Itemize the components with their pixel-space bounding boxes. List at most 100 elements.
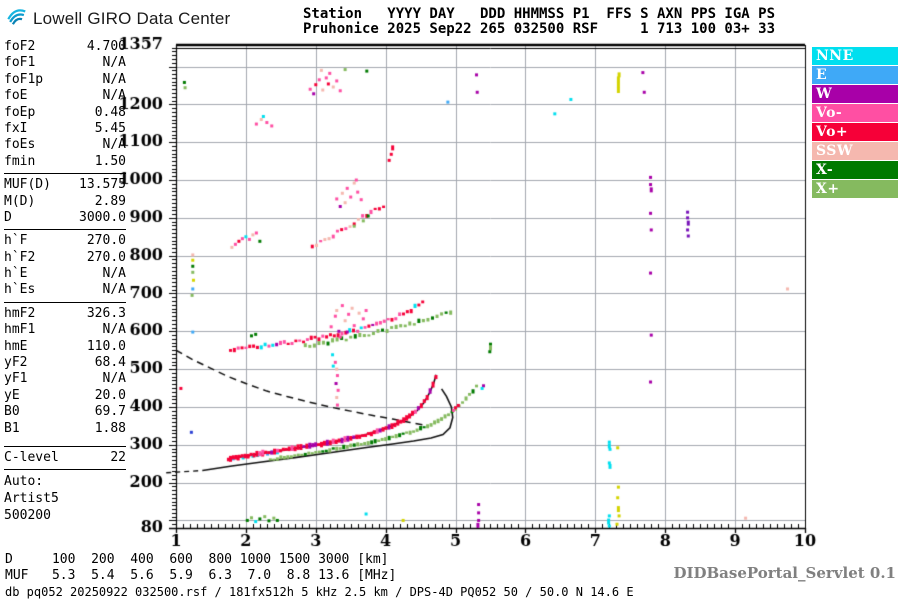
- param-value: 270.0: [86, 233, 126, 249]
- param-label: hmE: [4, 338, 28, 354]
- param-row: B0 69.7: [4, 404, 126, 420]
- param-row: C-level 22: [4, 450, 126, 466]
- param-divider: [4, 445, 126, 447]
- autoscaling-info: Auto: Artist5 500200: [4, 473, 126, 524]
- param-value: 270.0: [86, 249, 126, 265]
- param-label: B1: [4, 420, 20, 436]
- param-label: D: [4, 209, 12, 225]
- param-row: hmF1 N/A: [4, 322, 126, 338]
- param-label: fxI: [4, 120, 28, 136]
- legend-item-nne: NNE: [812, 47, 898, 65]
- page-title: Lowell GIRO Data Center: [33, 8, 231, 28]
- param-row: foF2 4.700: [4, 39, 126, 55]
- muf-row: MUF 5.3 5.4 5.6 5.9 6.3 7.0 8.8 13.6 [MH…: [5, 567, 397, 583]
- param-row: foEs N/A: [4, 137, 126, 153]
- param-row: yF2 68.4: [4, 355, 126, 371]
- param-label: M(D): [4, 193, 36, 209]
- servlet-version: DIDBasePortal_Servlet 0.1: [673, 564, 896, 582]
- param-value: N/A: [102, 71, 126, 87]
- param-label: h`E: [4, 266, 28, 282]
- param-value: 1.88: [94, 420, 126, 436]
- param-label: hmF2: [4, 305, 36, 321]
- param-value: N/A: [102, 137, 126, 153]
- autoscaling-line: Artist5: [4, 491, 59, 507]
- station-header-columns: Station YYYY DAY DDD HHMMSS P1 FFS S AXN…: [303, 6, 776, 22]
- param-label: foF1: [4, 55, 36, 71]
- param-value: 2.89: [94, 193, 126, 209]
- echo-direction-legend: NNE E W Vo- Vo+ SSW X- X+: [812, 47, 898, 199]
- autoscaling-line: Auto:: [4, 474, 44, 490]
- param-row: yF1 N/A: [4, 371, 126, 387]
- param-row: MUF(D) 13.575: [4, 177, 126, 193]
- param-label: yE: [4, 387, 20, 403]
- param-label: foEp: [4, 104, 36, 120]
- param-value: N/A: [102, 55, 126, 71]
- legend-item-w: W: [812, 85, 898, 103]
- param-divider: [4, 301, 126, 303]
- param-row: h`F 270.0: [4, 233, 126, 249]
- param-value: 22: [110, 449, 126, 465]
- param-value: 20.0: [94, 387, 126, 403]
- param-label: yF2: [4, 355, 28, 371]
- param-value: 69.7: [94, 404, 126, 420]
- giro-wave-logo-icon: [6, 5, 28, 32]
- param-label: C-level: [4, 449, 59, 465]
- d-muf-table: D 100 200 400 600 800 1000 1500 3000 [km…: [5, 552, 396, 583]
- station-header: Station YYYY DAY DDD HHMMSS P1 FFS S AXN…: [303, 7, 775, 37]
- param-row: foEp 0.48: [4, 105, 126, 121]
- param-row: yE 20.0: [4, 388, 126, 404]
- param-row: h`E N/A: [4, 266, 126, 282]
- param-row: B1 1.88: [4, 421, 126, 437]
- legend-item-x: X-: [812, 161, 898, 179]
- status-line: db pq052 20250922 032500.rsf / 181fx512h…: [5, 585, 634, 599]
- param-value: N/A: [102, 88, 126, 104]
- legend-item-vo: Vo-: [812, 104, 898, 122]
- param-label: foE: [4, 88, 28, 104]
- param-row: h`F2 270.0: [4, 250, 126, 266]
- param-label: h`Es: [4, 282, 36, 298]
- param-row: foF1 N/A: [4, 55, 126, 71]
- station-header-values: Pruhonice 2025 Sep22 265 032500 RSF 1 71…: [303, 21, 776, 37]
- param-value: 1.50: [94, 153, 126, 169]
- param-row: fxI 5.45: [4, 121, 126, 137]
- param-value: N/A: [102, 266, 126, 282]
- param-value: 13.575: [79, 177, 126, 193]
- legend-item-e: E: [812, 66, 898, 84]
- param-label: hmF1: [4, 322, 36, 338]
- param-row: fmin 1.50: [4, 154, 126, 170]
- param-row: M(D) 2.89: [4, 194, 126, 210]
- param-label: foF1p: [4, 71, 44, 87]
- param-divider: [4, 173, 126, 175]
- param-row: foF1p N/A: [4, 72, 126, 88]
- param-label: B0: [4, 404, 20, 420]
- param-value: 68.4: [94, 355, 126, 371]
- param-value: 3000.0: [79, 209, 126, 225]
- branding: Lowell GIRO Data Center: [6, 5, 230, 32]
- param-label: h`F: [4, 233, 28, 249]
- param-value: 4.700: [86, 39, 126, 54]
- param-label: foEs: [4, 137, 36, 153]
- legend-item-x: X+: [812, 180, 898, 198]
- legend-item-ssw: SSW: [812, 142, 898, 160]
- param-divider: [4, 469, 126, 471]
- param-row: hmF2 326.3: [4, 306, 126, 322]
- param-value: N/A: [102, 322, 126, 338]
- param-row: hmE 110.0: [4, 339, 126, 355]
- param-label: MUF(D): [4, 177, 51, 193]
- param-label: fmin: [4, 153, 36, 169]
- param-label: yF1: [4, 371, 28, 387]
- parameter-panel: foF2 4.700 foF1 N/A foF1p N/A foE N/A foEp 0.48 fx…: [4, 39, 126, 524]
- param-divider: [4, 229, 126, 231]
- param-row: h`Es N/A: [4, 282, 126, 298]
- param-value: N/A: [102, 282, 126, 298]
- param-label: h`F2: [4, 249, 36, 265]
- param-value: 0.48: [94, 104, 126, 120]
- autoscaling-line: 500200: [4, 508, 51, 524]
- param-value: N/A: [102, 371, 126, 387]
- param-row: foE N/A: [4, 88, 126, 104]
- param-value: 5.45: [94, 120, 126, 136]
- legend-item-vo: Vo+: [812, 123, 898, 141]
- param-row: D 3000.0: [4, 210, 126, 226]
- param-value: 326.3: [86, 305, 126, 321]
